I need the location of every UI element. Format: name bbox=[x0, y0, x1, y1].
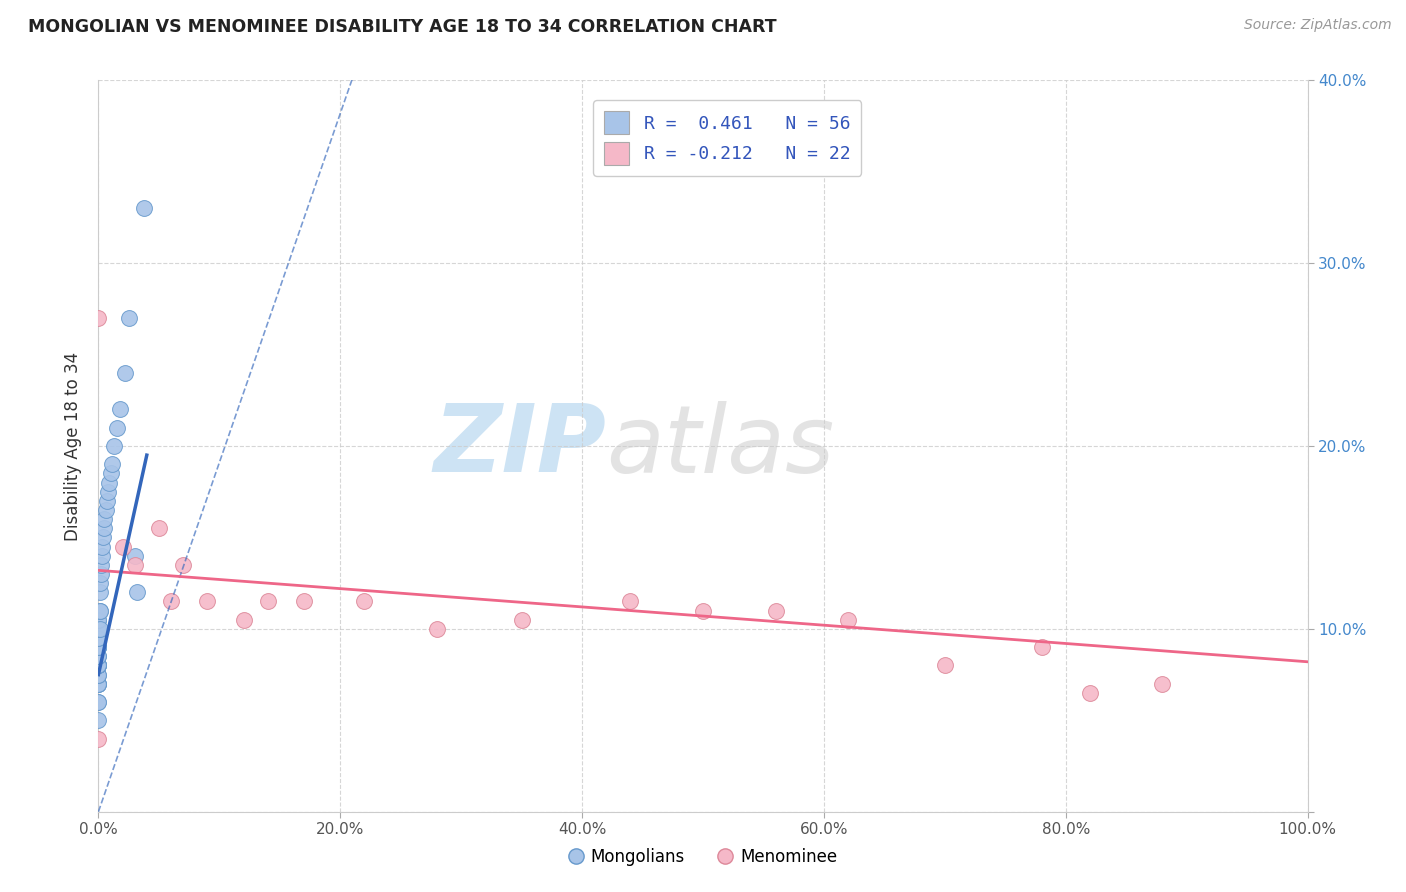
Point bbox=[87, 658, 110, 673]
Point bbox=[105, 421, 128, 435]
Point bbox=[89, 622, 111, 636]
Point bbox=[87, 613, 110, 627]
Point bbox=[765, 603, 787, 617]
Point bbox=[89, 576, 111, 591]
Point bbox=[93, 521, 115, 535]
Point bbox=[87, 640, 110, 655]
Point bbox=[87, 658, 110, 673]
Point bbox=[87, 676, 110, 690]
Legend: Mongolians, Menominee: Mongolians, Menominee bbox=[562, 841, 844, 873]
Text: ZIP: ZIP bbox=[433, 400, 606, 492]
Text: MONGOLIAN VS MENOMINEE DISABILITY AGE 18 TO 34 CORRELATION CHART: MONGOLIAN VS MENOMINEE DISABILITY AGE 18… bbox=[28, 18, 776, 36]
Point bbox=[172, 558, 194, 572]
Point bbox=[91, 540, 114, 554]
Point bbox=[100, 467, 122, 481]
Point bbox=[87, 667, 110, 681]
Point bbox=[94, 503, 117, 517]
Point bbox=[91, 530, 114, 544]
Point bbox=[87, 731, 110, 746]
Point bbox=[124, 558, 146, 572]
Point bbox=[87, 676, 110, 690]
Point bbox=[87, 658, 110, 673]
Point bbox=[111, 540, 134, 554]
Point bbox=[91, 549, 114, 563]
Point bbox=[148, 521, 170, 535]
Text: atlas: atlas bbox=[606, 401, 835, 491]
Point bbox=[934, 658, 956, 673]
Point bbox=[90, 558, 112, 572]
Point bbox=[426, 622, 449, 636]
Point bbox=[87, 622, 110, 636]
Point bbox=[87, 649, 110, 664]
Point bbox=[103, 439, 125, 453]
Point bbox=[134, 202, 156, 216]
Point bbox=[93, 512, 115, 526]
Point bbox=[89, 603, 111, 617]
Point bbox=[87, 311, 110, 326]
Text: Source: ZipAtlas.com: Source: ZipAtlas.com bbox=[1244, 18, 1392, 32]
Point bbox=[837, 613, 859, 627]
Point bbox=[97, 484, 120, 499]
Point bbox=[96, 493, 118, 508]
Point bbox=[87, 622, 110, 636]
Point bbox=[195, 594, 218, 608]
Point bbox=[256, 594, 278, 608]
Point bbox=[118, 311, 141, 326]
Point bbox=[87, 676, 110, 690]
Point bbox=[89, 603, 111, 617]
Point bbox=[87, 640, 110, 655]
Point bbox=[87, 640, 110, 655]
Point bbox=[87, 640, 110, 655]
Point bbox=[108, 402, 131, 417]
Point bbox=[90, 567, 112, 582]
Point bbox=[87, 631, 110, 645]
Point bbox=[510, 613, 533, 627]
Point bbox=[89, 585, 111, 599]
Point bbox=[353, 594, 375, 608]
Point bbox=[87, 695, 110, 709]
Point bbox=[87, 613, 110, 627]
Point bbox=[87, 658, 110, 673]
Point bbox=[1152, 676, 1174, 690]
Point bbox=[114, 366, 136, 380]
Y-axis label: Disability Age 18 to 34: Disability Age 18 to 34 bbox=[63, 351, 82, 541]
Point bbox=[692, 603, 714, 617]
Point bbox=[87, 695, 110, 709]
Point bbox=[1031, 640, 1053, 655]
Point bbox=[160, 594, 183, 608]
Point bbox=[87, 714, 110, 728]
Point bbox=[127, 585, 149, 599]
Point bbox=[87, 658, 110, 673]
Point bbox=[1078, 686, 1101, 700]
Point bbox=[87, 622, 110, 636]
Point bbox=[87, 622, 110, 636]
Point bbox=[232, 613, 254, 627]
Point bbox=[100, 458, 122, 472]
Point bbox=[98, 475, 121, 490]
Point bbox=[87, 649, 110, 664]
Point bbox=[87, 640, 110, 655]
Point bbox=[87, 676, 110, 690]
Point bbox=[87, 631, 110, 645]
Point bbox=[124, 549, 146, 563]
Point bbox=[292, 594, 315, 608]
Point bbox=[87, 667, 110, 681]
Point bbox=[87, 658, 110, 673]
Point bbox=[619, 594, 641, 608]
